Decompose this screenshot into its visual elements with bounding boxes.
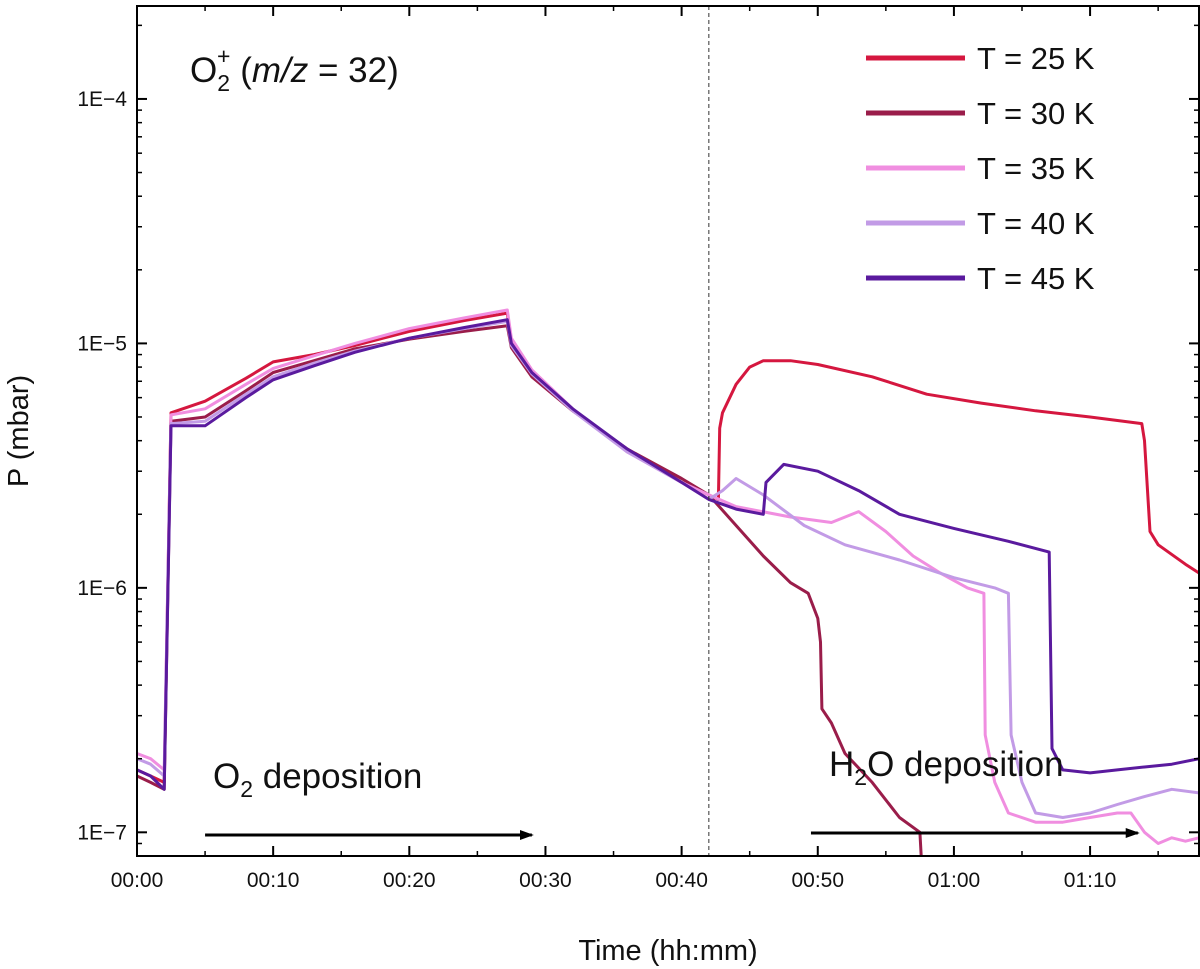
deposition-label-text: O deposition (867, 745, 1064, 784)
y-axis-title: P (mbar) (3, 375, 35, 487)
legend-label-5: T = 45 K (977, 261, 1095, 296)
legend: T = 25 K T = 30 K T = 35 K T = 40 K T = 45 K (866, 41, 1095, 296)
y-tick-label: 1E−7 (77, 821, 127, 844)
legend-label-4: T = 40 K (977, 206, 1095, 241)
species-base: O (190, 51, 217, 90)
x-tick-label: 01:10 (1064, 869, 1117, 892)
species-label: O2+ (m/z = 32) (190, 43, 399, 96)
legend-label-3: T = 35 K (977, 151, 1095, 186)
x-tick-label: 00:50 (791, 869, 844, 892)
x-tick-label: 00:40 (655, 869, 708, 892)
series-line-1 (137, 311, 1199, 784)
y-tick-label: 1E−5 (77, 332, 127, 355)
x-tick-label: 00:20 (383, 869, 436, 892)
deposition-label-text: H (829, 745, 854, 784)
species-subscript: 2 (217, 70, 230, 96)
series-line-5 (137, 318, 1199, 791)
species-superscript: + (217, 43, 230, 69)
plot-frame (136, 5, 1200, 857)
deposition-label-subscript: 2 (854, 764, 867, 790)
deposition-label-1: O2 deposition (213, 757, 422, 802)
species-mz: m/z (252, 51, 309, 90)
x-tick-label: 01:00 (928, 869, 981, 892)
legend-label-1: T = 25 K (977, 41, 1095, 76)
x-tick-label: 00:30 (519, 869, 572, 892)
deposition-label-text: O (213, 757, 240, 796)
x-axis-title: Time (hh:mm) (578, 935, 757, 967)
x-axis-ticks: 00:00 00:10 00:20 00:30 00:40 00:50 01:00 01:10 (111, 6, 1159, 892)
y-tick-label: 1E−4 (77, 88, 127, 111)
species-rest: = 32) (308, 51, 398, 90)
deposition-label-2: H2O deposition (829, 745, 1064, 790)
x-tick-label: 00:10 (247, 869, 300, 892)
legend-label-2: T = 30 K (977, 96, 1095, 131)
series-line-4 (137, 319, 1199, 819)
series-line-3 (137, 308, 1199, 845)
deposition-label-text: deposition (253, 757, 422, 796)
x-tick-label: 00:00 (111, 869, 164, 892)
deposition-label-subscript: 2 (240, 776, 253, 802)
annotations: O2 deposition H2O deposition (205, 745, 1140, 840)
y-axis-ticks: 1E−7 1E−6 1E−5 1E−4 (77, 24, 1199, 844)
y-tick-label: 1E−6 (77, 577, 127, 600)
species-open: ( (230, 51, 252, 90)
